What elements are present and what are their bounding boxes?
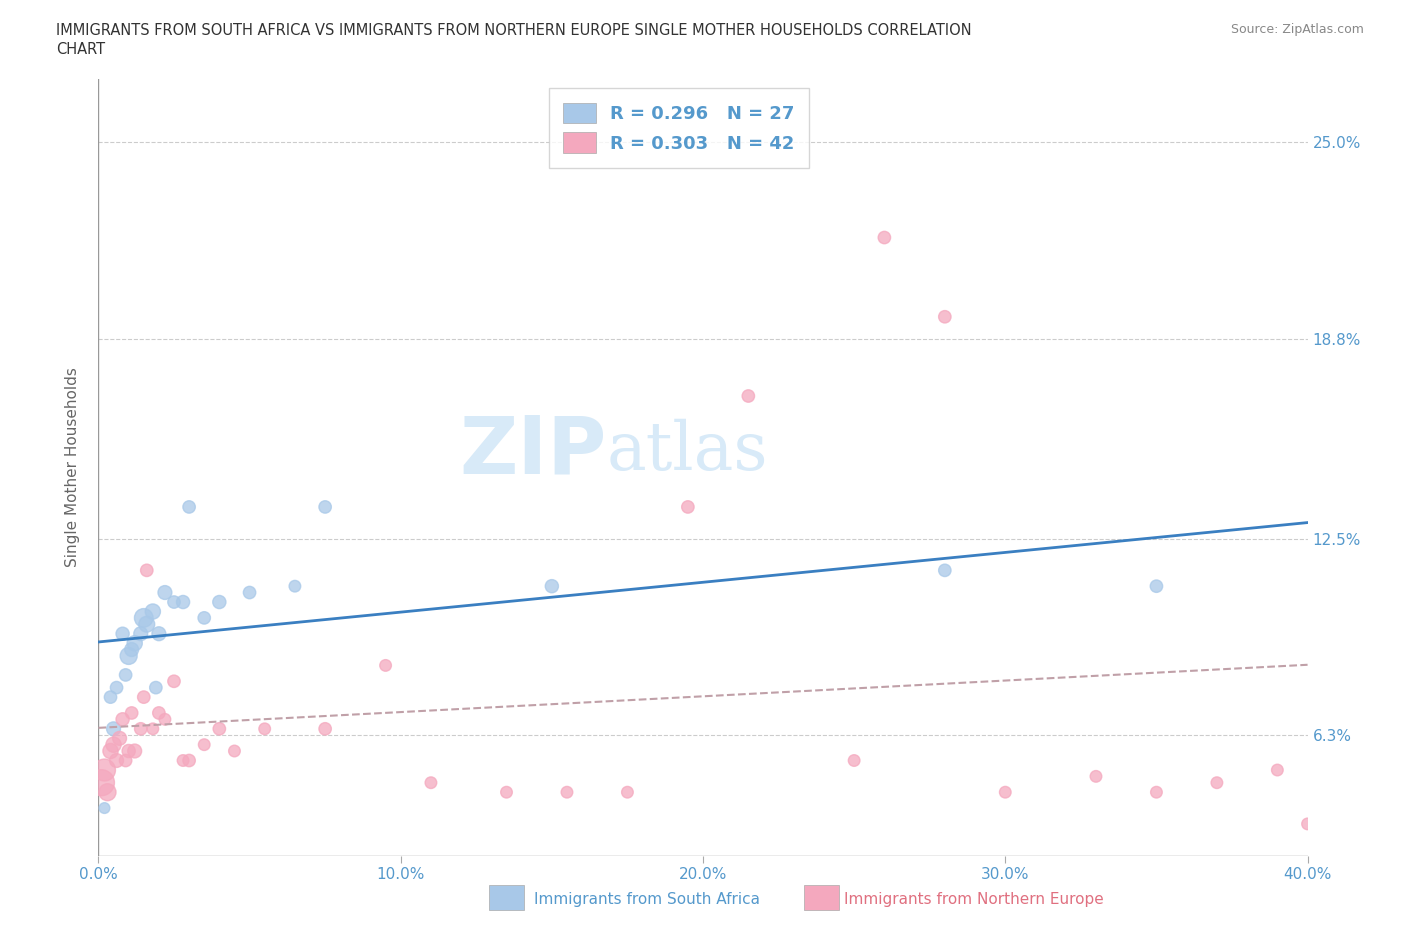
Point	[555, 785, 578, 800]
Text: Immigrants from South Africa: Immigrants from South Africa	[534, 892, 761, 907]
Point	[540, 578, 562, 593]
Point	[1296, 817, 1319, 831]
Point	[153, 585, 176, 600]
Point	[208, 722, 231, 737]
Point	[100, 690, 122, 705]
Point	[193, 737, 215, 752]
Point	[934, 310, 956, 325]
Point	[676, 499, 699, 514]
Text: ZIP: ZIP	[458, 413, 606, 491]
Text: IMMIGRANTS FROM SOUTH AFRICA VS IMMIGRANTS FROM NORTHERN EUROPE SINGLE MOTHER HO: IMMIGRANTS FROM SOUTH AFRICA VS IMMIGRAN…	[56, 23, 972, 38]
Point	[105, 753, 128, 768]
Point	[142, 604, 165, 619]
Text: atlas: atlas	[606, 419, 768, 485]
Point	[148, 626, 170, 641]
Point	[1146, 578, 1168, 593]
Point	[135, 563, 157, 578]
Point	[108, 731, 131, 746]
Point	[129, 722, 152, 737]
Point	[495, 785, 517, 800]
Point	[314, 722, 336, 737]
Point	[105, 680, 128, 695]
Point	[114, 753, 136, 768]
Point	[121, 642, 143, 657]
Point	[1267, 763, 1289, 777]
Point	[253, 722, 276, 737]
Point	[142, 722, 165, 737]
Text: CHART: CHART	[56, 42, 105, 57]
Point	[172, 594, 194, 609]
Point	[103, 722, 125, 737]
Text: Source: ZipAtlas.com: Source: ZipAtlas.com	[1230, 23, 1364, 36]
Point	[111, 711, 134, 726]
Point	[179, 753, 201, 768]
Point	[132, 690, 155, 705]
Point	[873, 230, 896, 245]
Point	[121, 706, 143, 721]
Point	[374, 658, 396, 673]
Point	[132, 610, 155, 625]
Point	[93, 763, 115, 777]
Y-axis label: Single Mother Households: Single Mother Households	[65, 367, 80, 567]
Point	[100, 744, 122, 759]
Point	[124, 744, 146, 759]
Text: Immigrants from Northern Europe: Immigrants from Northern Europe	[844, 892, 1104, 907]
Point	[129, 626, 152, 641]
Point	[96, 785, 118, 800]
Point	[420, 776, 443, 790]
Point	[844, 753, 866, 768]
Point	[124, 636, 146, 651]
Point	[153, 711, 176, 726]
Point	[103, 737, 125, 752]
Point	[284, 578, 307, 593]
Point	[148, 706, 170, 721]
Bar	[489, 885, 524, 910]
Point	[314, 499, 336, 514]
Legend: R = 0.296   N = 27, R = 0.303   N = 42: R = 0.296 N = 27, R = 0.303 N = 42	[548, 88, 808, 167]
Point	[1146, 785, 1168, 800]
Point	[737, 389, 759, 404]
Point	[1085, 769, 1108, 784]
Point	[193, 610, 215, 625]
Bar	[804, 885, 839, 910]
Point	[145, 680, 167, 695]
Point	[934, 563, 956, 578]
Point	[994, 785, 1017, 800]
Point	[163, 674, 186, 689]
Point	[118, 648, 141, 663]
Point	[208, 594, 231, 609]
Point	[616, 785, 638, 800]
Point	[135, 617, 157, 631]
Point	[239, 585, 262, 600]
Point	[172, 753, 194, 768]
Point	[163, 594, 186, 609]
Point	[114, 668, 136, 683]
Point	[224, 744, 246, 759]
Point	[93, 801, 115, 816]
Point	[90, 776, 112, 790]
Point	[1206, 776, 1229, 790]
Point	[179, 499, 201, 514]
Point	[111, 626, 134, 641]
Point	[118, 744, 141, 759]
